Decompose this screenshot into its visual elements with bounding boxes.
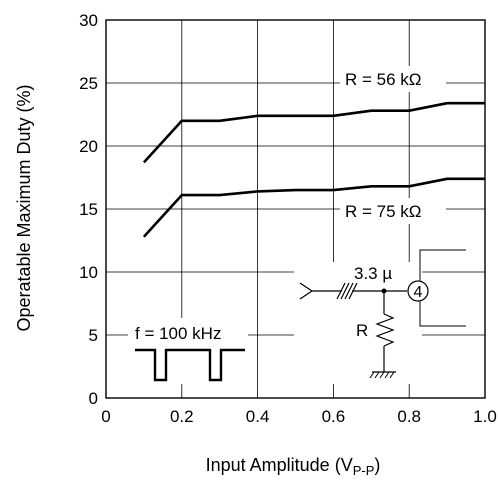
x-tick-label: 0.2 — [170, 407, 194, 426]
resistor-symbol — [375, 313, 395, 347]
resistor-label: R — [356, 321, 368, 340]
x-tick-label: 0 — [101, 407, 110, 426]
series-label-75k: R = 75 kΩ — [345, 202, 422, 221]
tick-labels: 0 0.2 0.4 0.6 0.8 1.0 0 5 10 15 20 25 30 — [79, 11, 497, 426]
pin-circle — [407, 280, 429, 302]
pin-label: 4 — [414, 284, 423, 301]
series — [142, 101, 485, 238]
series-label-bg-56k — [340, 66, 446, 92]
ic-outline — [419, 249, 466, 281]
ic-outline-lower — [419, 301, 466, 327]
x-tick-label: 0.6 — [322, 407, 346, 426]
circuit-schematic: 3.3 µ 4 R — [294, 249, 466, 384]
series-label-bg-75k — [340, 198, 446, 224]
x-tick-label: 1.0 — [473, 407, 497, 426]
x-axis-title: Input Amplitude (VP-P) — [206, 455, 381, 478]
y-tick-label: 10 — [79, 263, 98, 282]
circuit-bg — [294, 262, 422, 384]
ground-hatch — [369, 371, 395, 379]
x-tick-label: 0.4 — [246, 407, 270, 426]
y-axis-title: Operatable Maximum Duty (%) — [14, 84, 34, 331]
frequency-label: f = 100 kHz — [135, 324, 221, 343]
series-line-0 — [142, 101, 485, 164]
capacitor-label: 3.3 µ — [354, 264, 392, 283]
y-tick-label: 0 — [89, 389, 98, 408]
y-tick-label: 30 — [79, 11, 98, 30]
y-tick-label: 20 — [79, 137, 98, 156]
y-tick-label: 5 — [89, 326, 98, 345]
x-axis-title-subscript: P-P — [353, 463, 375, 478]
y-tick-label: 15 — [79, 200, 98, 219]
pulse-waveform — [135, 348, 245, 382]
x-axis-title-main: Input Amplitude (V — [206, 455, 353, 475]
y-tick-label: 25 — [79, 74, 98, 93]
x-axis-title-close: ) — [374, 455, 380, 475]
x-tick-label: 0.8 — [397, 407, 421, 426]
capacitor-symbol — [336, 282, 358, 300]
plot-frame — [105, 19, 486, 399]
series-label-56k: R = 56 kΩ — [345, 70, 422, 89]
series-line-1 — [142, 177, 485, 238]
